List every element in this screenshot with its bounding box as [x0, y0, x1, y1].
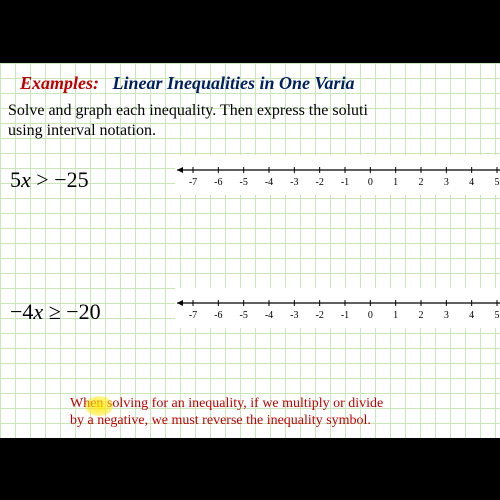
- p1-var: x: [21, 167, 31, 192]
- tick-label: -2: [315, 177, 323, 188]
- tick-label: -4: [265, 310, 273, 321]
- arrow-left-icon: [177, 167, 183, 173]
- tick-label: -2: [315, 310, 323, 321]
- tick-label: 5: [495, 177, 500, 188]
- p2-op: ≥: [49, 299, 61, 324]
- title-row: Examples: Linear Inequalities in One Var…: [20, 73, 355, 94]
- tick-label: -1: [341, 177, 349, 188]
- tick-label: -6: [214, 177, 222, 188]
- instruction-line2: using interval notation.: [8, 121, 368, 142]
- p2-coef: −4: [10, 299, 33, 324]
- tick-label: 0: [368, 310, 373, 321]
- examples-label: Examples:: [20, 73, 99, 93]
- tick-label: -1: [341, 310, 349, 321]
- slide: Examples: Linear Inequalities in One Var…: [0, 63, 500, 438]
- tick-label: 3: [444, 177, 449, 188]
- instruction-text: Solve and graph each inequality. Then ex…: [8, 101, 368, 143]
- instruction-line1: Solve and graph each inequality. Then ex…: [8, 101, 368, 122]
- tick-label: -7: [189, 310, 197, 321]
- tick-label: 4: [469, 177, 474, 188]
- title-text: Linear Inequalities in One Varia: [104, 73, 355, 93]
- tick-label: -3: [290, 310, 298, 321]
- tick-label: 4: [469, 310, 474, 321]
- tick-label: -7: [189, 177, 197, 188]
- problem-2: −4x ≥ −20: [10, 299, 101, 325]
- p2-var: x: [33, 299, 43, 324]
- problem-1: 5x > −25: [10, 167, 89, 193]
- footnote: When solving for an inequality, if we mu…: [70, 395, 440, 430]
- tick-label: -6: [214, 310, 222, 321]
- p1-rhs: −25: [54, 167, 88, 192]
- tick-label: -4: [265, 177, 273, 188]
- tick-label: 0: [368, 177, 373, 188]
- numberline-1-svg: -7 -6 -5 -4 -3 -2 -1 0 1 2 3 4 5: [175, 155, 500, 195]
- numberline-1: -7 -6 -5 -4 -3 -2 -1 0 1 2 3 4 5: [175, 155, 500, 195]
- p1-coef: 5: [10, 167, 21, 192]
- tick-label: 5: [495, 310, 500, 321]
- footnote-line2: by a negative, we must reverse the inequ…: [70, 412, 440, 430]
- tick-label: 1: [393, 177, 398, 188]
- tick-label: -5: [239, 177, 247, 188]
- tick-label: -5: [239, 310, 247, 321]
- p1-op: >: [36, 167, 48, 192]
- numberline-2-svg: -7 -6 -5 -4 -3 -2 -1 0 1 2 3 4 5: [175, 288, 500, 328]
- footnote-line1: When solving for an inequality, if we mu…: [70, 395, 440, 413]
- tick-label: 3: [444, 310, 449, 321]
- tick-label: -3: [290, 177, 298, 188]
- cursor-highlight: [85, 396, 113, 416]
- tick-label: 1: [393, 310, 398, 321]
- tick-label: 2: [419, 177, 424, 188]
- p2-rhs: −20: [66, 299, 100, 324]
- tick-label: 2: [419, 310, 424, 321]
- arrow-left-icon: [177, 300, 183, 306]
- numberline-2: -7 -6 -5 -4 -3 -2 -1 0 1 2 3 4 5: [175, 288, 500, 328]
